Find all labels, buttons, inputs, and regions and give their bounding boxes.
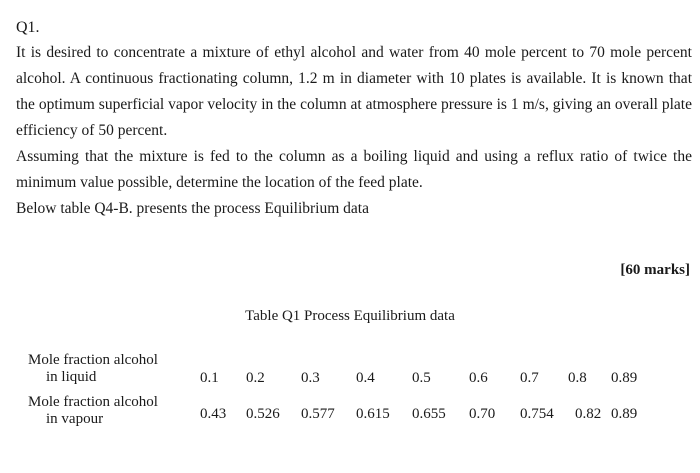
table-cell: 0.1 — [200, 370, 219, 386]
row-label-vapour: Mole fraction alcohol in vapour — [28, 394, 158, 428]
row-label-line2: in liquid — [46, 369, 97, 385]
marks-label: [60 marks] — [620, 262, 690, 278]
row-label-line2: in vapour — [46, 411, 104, 427]
row-label-line1: Mole fraction alcohol — [28, 352, 158, 368]
table-cell: 0.4 — [356, 370, 375, 386]
table-cell: 0.526 — [246, 406, 280, 422]
table-cell: 0.8 — [568, 370, 587, 386]
question-number: Q1. — [16, 19, 40, 36]
table-caption: Table Q1 Process Equilibrium data — [245, 308, 455, 324]
table-cell: 0.7 — [520, 370, 539, 386]
table-cell: 0.82 — [575, 406, 602, 422]
table-cell: 0.615 — [356, 406, 390, 422]
table-cell: 0.655 — [412, 406, 446, 422]
table-cell: 0.43 — [200, 406, 227, 422]
table-cell: 0.89 — [611, 406, 638, 422]
row-label-liquid: Mole fraction alcohol in liquid — [28, 352, 158, 386]
table-cell: 0.5 — [412, 370, 431, 386]
question-paragraph-2: Assuming that the mixture is fed to the … — [16, 148, 692, 191]
question-paragraph-3: Below table Q4-B. presents the process E… — [16, 200, 369, 217]
table-cell: 0.577 — [301, 406, 335, 422]
question-block: Q1. It is desired to concentrate a mixtu… — [16, 18, 692, 222]
row-label-line1: Mole fraction alcohol — [28, 394, 158, 410]
table-cell: 0.89 — [611, 370, 638, 386]
table-cell: 0.70 — [469, 406, 496, 422]
table-cell: 0.2 — [246, 370, 265, 386]
table-cell: 0.3 — [301, 370, 320, 386]
table-cell: 0.6 — [469, 370, 488, 386]
table-cell: 0.754 — [520, 406, 554, 422]
question-paragraph-1: It is desired to concentrate a mixture o… — [16, 44, 692, 139]
